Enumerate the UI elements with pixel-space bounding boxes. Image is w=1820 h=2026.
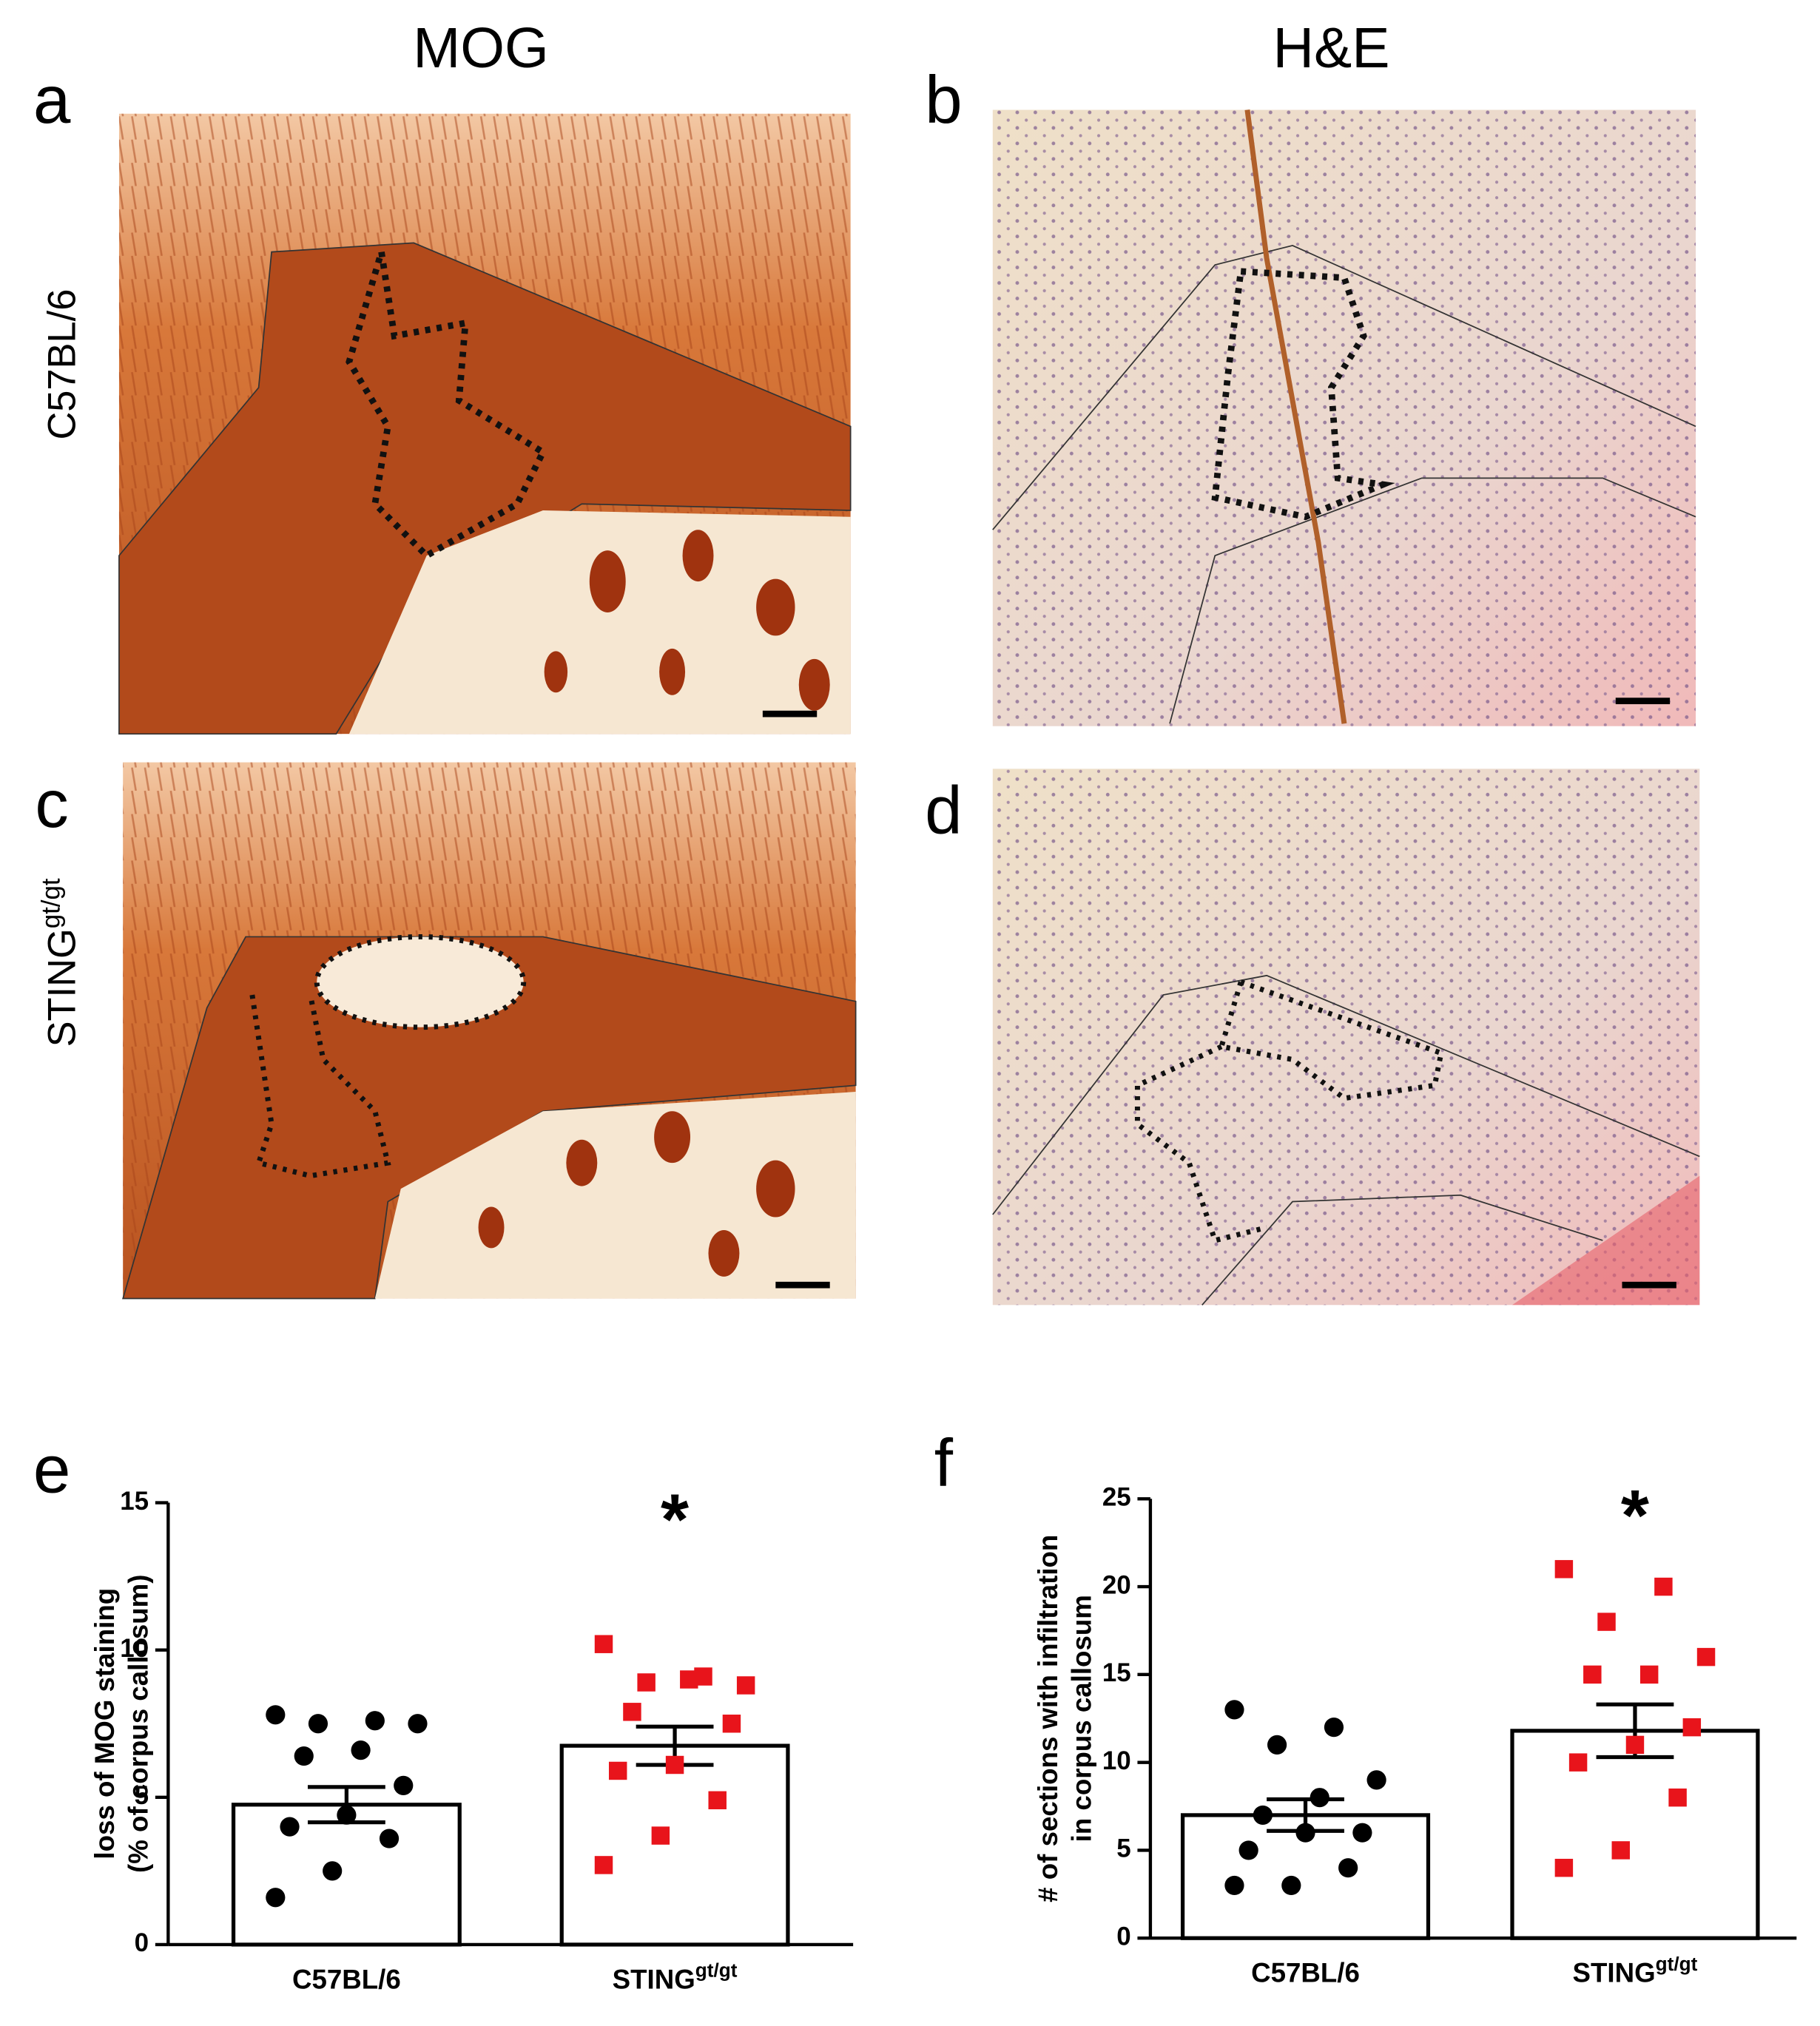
data-point xyxy=(637,1673,655,1692)
data-point xyxy=(280,1817,300,1837)
data-point xyxy=(308,1714,328,1734)
y-tick-label: 10 xyxy=(1102,1746,1131,1775)
significance-marker: * xyxy=(1621,1474,1649,1556)
data-point xyxy=(1597,1613,1616,1631)
data-point xyxy=(665,1755,684,1775)
x-tick-label-sup: gt/gt xyxy=(1656,1953,1698,1975)
data-point xyxy=(608,1761,627,1780)
y-tick-label: 5 xyxy=(135,1781,149,1810)
y-axis-label: loss of MOG staining (% of corpus callosu… xyxy=(90,1575,153,1873)
row-label-text: C57BL/6 xyxy=(41,289,84,440)
bar xyxy=(1510,1729,1760,1940)
y-axis-label-line: in corpus callosum xyxy=(1067,1595,1097,1842)
x-tick-label: C57BL/6 xyxy=(292,1964,401,1994)
data-point xyxy=(1338,1858,1358,1878)
x-tick-label-text: STING xyxy=(613,1964,695,1994)
bar xyxy=(559,1743,790,1947)
y-tick-label: 25 xyxy=(1102,1483,1131,1512)
data-point xyxy=(1611,1841,1630,1860)
row-label-sup: gt/gt xyxy=(37,878,66,928)
data-point xyxy=(1654,1577,1673,1596)
y-tick-label: 0 xyxy=(1116,1922,1130,1951)
data-point xyxy=(337,1805,357,1825)
data-point xyxy=(736,1676,755,1695)
data-point xyxy=(1583,1665,1602,1684)
data-point xyxy=(708,1791,727,1810)
data-point xyxy=(1224,1700,1244,1720)
y-tick-label: 10 xyxy=(120,1634,149,1663)
data-point xyxy=(1253,1805,1273,1826)
data-point xyxy=(1352,1823,1372,1843)
y-tick-label: 5 xyxy=(1116,1834,1130,1863)
row-label: STINGgt/gt xyxy=(37,878,84,1047)
micrograph xyxy=(122,762,857,1300)
panel-letter: d xyxy=(925,774,963,848)
data-point xyxy=(379,1829,400,1848)
data-point xyxy=(266,1705,286,1725)
data-point xyxy=(323,1861,343,1881)
y-tick-label: 20 xyxy=(1102,1570,1131,1599)
x-tick-label-text: C57BL/6 xyxy=(1251,1958,1360,1988)
panel-letter: f xyxy=(934,1426,954,1501)
panel-letter: c xyxy=(35,767,68,842)
data-point xyxy=(408,1714,428,1734)
data-point xyxy=(394,1775,414,1795)
panel-letter: e xyxy=(33,1433,71,1507)
x-tick-label-sup: gt/gt xyxy=(695,1959,738,1982)
data-point xyxy=(1625,1735,1645,1755)
row-label-text: STING xyxy=(41,928,84,1047)
y-axis-label: # of sections with infiltration in corpus… xyxy=(1033,1535,1096,1902)
data-point xyxy=(651,1826,670,1845)
y-tick-label: 0 xyxy=(135,1928,149,1957)
x-tick-label: STINGgt/gt xyxy=(1573,1953,1698,1988)
data-point xyxy=(1295,1823,1315,1843)
y-tick-label: 15 xyxy=(1102,1658,1131,1687)
data-point xyxy=(365,1711,385,1731)
x-tick-label: C57BL/6 xyxy=(1251,1958,1360,1988)
data-point xyxy=(1281,1875,1301,1896)
data-point xyxy=(1324,1718,1344,1738)
micrograph xyxy=(118,113,852,735)
data-point xyxy=(1310,1788,1329,1808)
significance-marker: * xyxy=(661,1478,689,1559)
bar xyxy=(231,1803,462,1947)
data-point xyxy=(722,1715,741,1733)
data-point xyxy=(1682,1718,1702,1737)
micrograph xyxy=(992,109,1696,726)
data-point xyxy=(1267,1735,1287,1755)
y-axis-label-line: loss of MOG staining xyxy=(90,1588,120,1860)
data-point xyxy=(594,1635,613,1653)
column-title: H&E xyxy=(1273,16,1389,80)
data-point xyxy=(594,1856,613,1874)
panel-letter: b xyxy=(925,63,963,138)
data-point xyxy=(294,1746,314,1766)
x-tick-label-text: C57BL/6 xyxy=(292,1964,401,1994)
data-point xyxy=(1568,1753,1588,1772)
data-point xyxy=(623,1703,641,1721)
data-point xyxy=(1238,1840,1258,1860)
data-point xyxy=(1366,1770,1386,1790)
data-point xyxy=(1554,1560,1574,1578)
data-point xyxy=(1639,1665,1659,1684)
x-tick-label: STINGgt/gt xyxy=(613,1959,738,1995)
data-point xyxy=(1668,1788,1687,1807)
data-point xyxy=(1696,1647,1716,1667)
data-point xyxy=(351,1740,371,1760)
row-label: C57BL/6 xyxy=(41,289,84,440)
y-tick-label: 15 xyxy=(120,1487,149,1516)
micrograph xyxy=(992,769,1700,1306)
x-tick-label-text: STING xyxy=(1573,1958,1656,1988)
column-title: MOG xyxy=(413,16,549,80)
data-point xyxy=(680,1670,698,1689)
data-point xyxy=(1554,1858,1574,1877)
data-point xyxy=(266,1888,286,1908)
y-axis-label-line: (% of corpus callosum) xyxy=(123,1575,153,1873)
y-axis-label-line: # of sections with infiltration xyxy=(1033,1535,1063,1902)
panel-letter: a xyxy=(33,63,71,138)
data-point xyxy=(1224,1875,1244,1896)
